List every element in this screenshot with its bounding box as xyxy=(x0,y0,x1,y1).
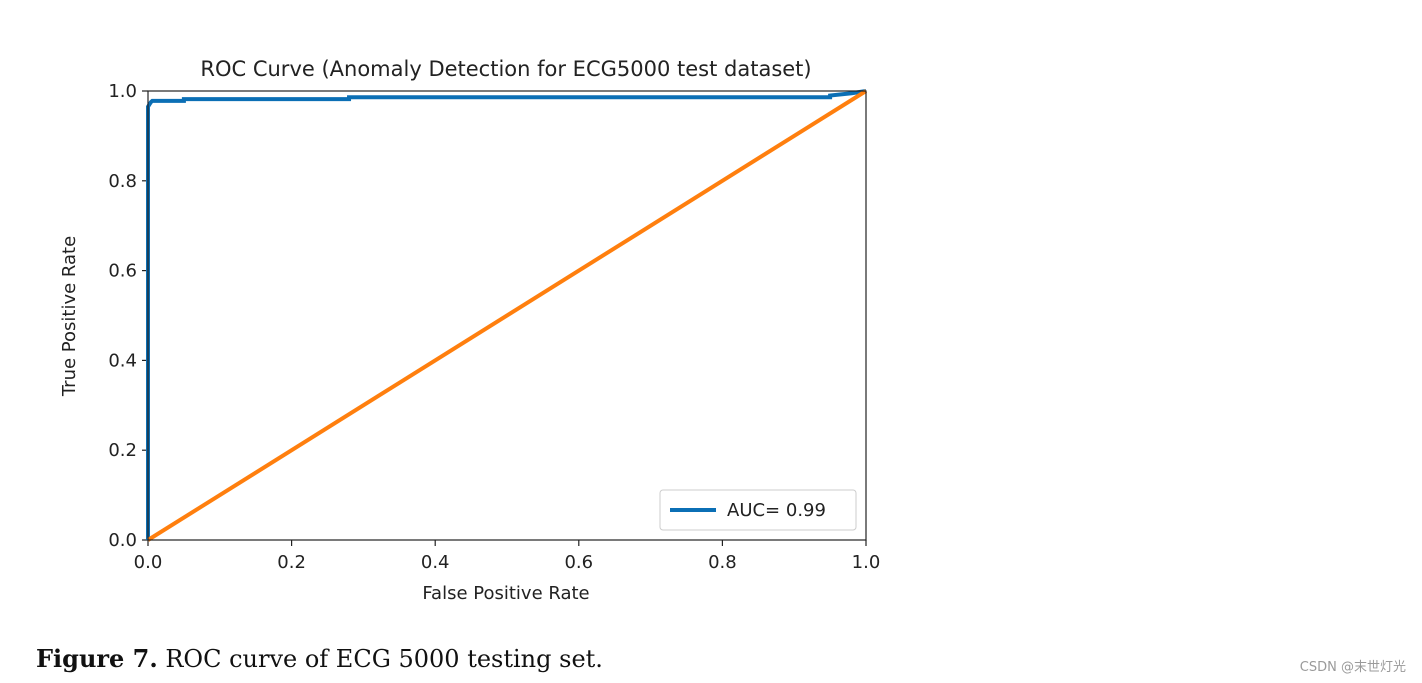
x-tick-label: 0.8 xyxy=(708,552,737,573)
y-tick-label: 0.2 xyxy=(108,440,137,461)
legend-label: AUC= 0.99 xyxy=(727,500,826,521)
x-tick-label: 0.0 xyxy=(134,552,163,573)
plot-frame xyxy=(147,90,867,541)
figure-caption: Figure 7. ROC curve of ECG 5000 testing … xyxy=(36,644,603,673)
watermark: CSDN @末世灯光 xyxy=(1299,660,1406,675)
x-tick-label: 1.0 xyxy=(852,552,881,573)
diagonal-line xyxy=(146,89,868,542)
chart-title: ROC Curve (Anomaly Detection for ECG5000… xyxy=(200,57,811,81)
roc-curve-line xyxy=(146,89,867,540)
roc-chart: ROC Curve (Anomaly Detection for ECG5000… xyxy=(59,57,881,604)
x-axis-label: False Positive Rate xyxy=(422,583,589,604)
y-tick-label: 1.0 xyxy=(108,81,137,102)
x-tick-label: 0.6 xyxy=(564,552,593,573)
figure-caption-label: Figure 7. xyxy=(36,644,158,673)
y-tick-label: 0.8 xyxy=(108,171,137,192)
legend-box xyxy=(659,489,857,531)
y-tick-label: 0.0 xyxy=(108,530,137,551)
x-tick-label: 0.4 xyxy=(421,552,450,573)
y-tick-label: 0.6 xyxy=(108,261,137,282)
y-tick-label: 0.4 xyxy=(108,350,137,371)
figure-caption-text: ROC curve of ECG 5000 testing set. xyxy=(157,645,603,673)
y-axis-label: True Positive Rate xyxy=(59,236,80,397)
x-tick-label: 0.2 xyxy=(277,552,306,573)
